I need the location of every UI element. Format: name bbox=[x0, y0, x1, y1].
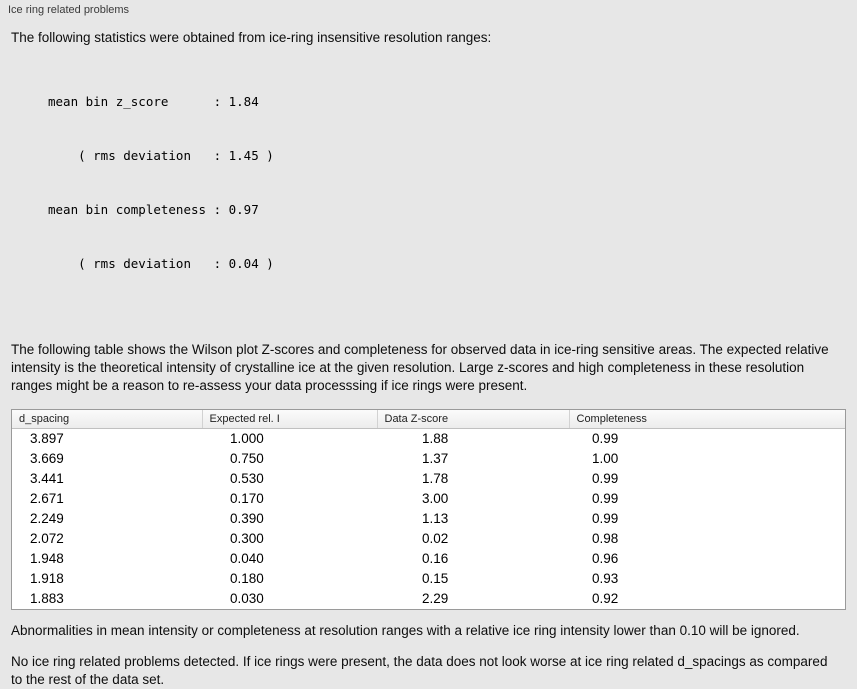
table-header-row: d_spacing Expected rel. I Data Z-score C… bbox=[12, 410, 845, 429]
table-row[interactable]: 2.072 0.300 0.02 0.98 bbox=[12, 529, 845, 549]
table-cell: 1.13 bbox=[422, 510, 449, 526]
table-cell: 3.669 bbox=[30, 450, 64, 466]
table-row[interactable]: 2.671 0.170 3.00 0.99 bbox=[12, 489, 845, 509]
stat-line-z-rms-deviation: ( rms deviation : 1.45 ) bbox=[48, 148, 274, 163]
table-cell: 3.00 bbox=[422, 490, 449, 506]
table-cell: 0.390 bbox=[230, 510, 264, 526]
table-row[interactable]: 1.918 0.180 0.15 0.93 bbox=[12, 569, 845, 589]
table-cell: 0.99 bbox=[592, 470, 619, 486]
stat-line-completeness-rms-deviation: ( rms deviation : 0.04 ) bbox=[48, 256, 274, 271]
table-row[interactable]: 3.897 1.000 1.88 0.99 bbox=[12, 428, 845, 449]
table-cell: 0.180 bbox=[230, 570, 264, 586]
ignore-threshold-note: Abnormalities in mean intensity or compl… bbox=[11, 622, 800, 638]
table-cell: 2.249 bbox=[30, 510, 64, 526]
table-row[interactable]: 1.948 0.040 0.16 0.96 bbox=[12, 549, 845, 569]
stat-line-mean-z-score: mean bin z_score : 1.84 bbox=[48, 94, 259, 109]
table-cell: 1.948 bbox=[30, 550, 64, 566]
column-header-expected-rel-i: Expected rel. I bbox=[202, 410, 378, 429]
ice-ring-table: d_spacing Expected rel. I Data Z-score C… bbox=[11, 409, 846, 610]
table-cell: 0.99 bbox=[592, 510, 619, 526]
table-row[interactable]: 3.441 0.530 1.78 0.99 bbox=[12, 469, 845, 489]
table-body: 3.897 1.000 1.88 0.99 3.669 0.750 1.37 1.00 3.44… bbox=[12, 428, 845, 609]
panel-content: The following statistics were obtained f… bbox=[0, 29, 857, 689]
table-cell: 1.000 bbox=[230, 430, 264, 446]
table-cell: 0.530 bbox=[230, 470, 264, 486]
stats-block: mean bin z_score : 1.84 ( rms deviation … bbox=[48, 57, 846, 309]
table-cell: 3.897 bbox=[30, 430, 64, 446]
table-cell: 0.170 bbox=[230, 490, 264, 506]
table-cell: 0.15 bbox=[422, 570, 449, 586]
table-intro-text: The following table shows the Wilson plo… bbox=[11, 342, 829, 393]
table-cell: 0.030 bbox=[230, 590, 264, 606]
table-cell: 0.16 bbox=[422, 550, 449, 566]
conclusion-note: No ice ring related problems detected. I… bbox=[11, 653, 828, 687]
table-cell: 1.00 bbox=[592, 450, 619, 466]
table-row[interactable]: 1.883 0.030 2.29 0.92 bbox=[12, 589, 845, 609]
column-header-d-spacing: d_spacing bbox=[12, 410, 203, 429]
stats-intro-text: The following statistics were obtained f… bbox=[11, 30, 492, 45]
panel-title: Ice ring related problems bbox=[8, 4, 130, 16]
table-cell: 1.883 bbox=[30, 590, 64, 606]
table-cell: 0.92 bbox=[592, 590, 619, 606]
table-cell: 0.99 bbox=[592, 490, 619, 506]
stat-line-mean-completeness: mean bin completeness : 0.97 bbox=[48, 202, 259, 217]
table-cell: 0.93 bbox=[592, 570, 619, 586]
column-header-data-z-score: Data Z-score bbox=[377, 410, 570, 429]
ice-ring-data-table: d_spacing Expected rel. I Data Z-score C… bbox=[12, 410, 845, 609]
table-cell: 0.02 bbox=[422, 530, 449, 546]
table-cell: 0.750 bbox=[230, 450, 264, 466]
table-cell: 1.918 bbox=[30, 570, 64, 586]
table-cell: 0.98 bbox=[592, 530, 619, 546]
table-cell: 0.96 bbox=[592, 550, 619, 566]
table-cell: 2.671 bbox=[30, 490, 64, 506]
table-cell: 2.072 bbox=[30, 530, 64, 546]
table-cell: 1.37 bbox=[422, 450, 449, 466]
table-cell: 1.88 bbox=[422, 430, 449, 446]
table-cell: 0.040 bbox=[230, 550, 264, 566]
table-cell: 2.29 bbox=[422, 590, 449, 606]
table-row[interactable]: 2.249 0.390 1.13 0.99 bbox=[12, 509, 845, 529]
table-cell: 0.300 bbox=[230, 530, 264, 546]
table-cell: 3.441 bbox=[30, 470, 64, 486]
table-row[interactable]: 3.669 0.750 1.37 1.00 bbox=[12, 449, 845, 469]
column-header-completeness: Completeness bbox=[569, 410, 845, 429]
table-cell: 1.78 bbox=[422, 470, 449, 486]
table-cell: 0.99 bbox=[592, 430, 619, 446]
